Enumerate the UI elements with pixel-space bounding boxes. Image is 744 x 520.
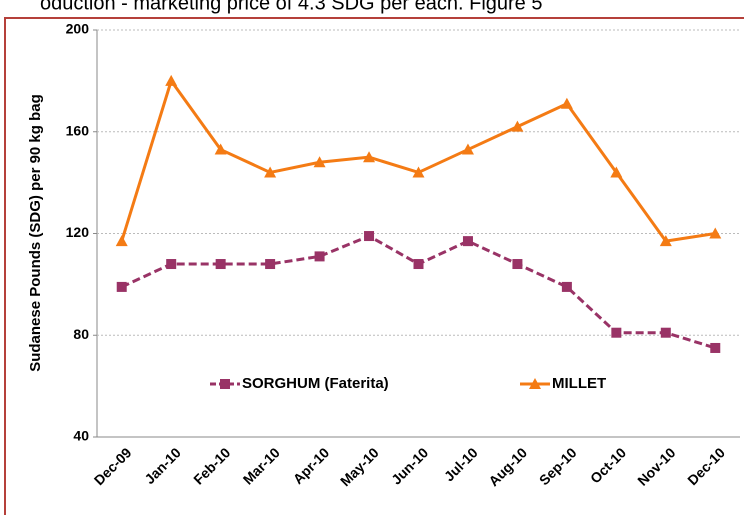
point	[461, 143, 474, 155]
x-tick-label: Sep-10	[536, 444, 580, 488]
point	[611, 327, 622, 338]
point	[166, 259, 177, 270]
series-line	[121, 234, 716, 350]
point	[413, 259, 424, 270]
point	[220, 379, 230, 389]
x-tick-label: May-10	[337, 444, 382, 489]
point	[313, 156, 326, 168]
y-tick-label: 200	[66, 21, 90, 37]
frame	[4, 17, 744, 520]
x-tick-label: Feb-10	[190, 444, 233, 487]
point	[264, 166, 277, 178]
x-tick-label: Mar-10	[240, 444, 283, 487]
point	[214, 143, 227, 155]
point	[511, 120, 524, 132]
point	[314, 251, 325, 262]
point	[710, 342, 721, 353]
x-tick-label: Dec-09	[91, 444, 135, 488]
point	[529, 378, 541, 389]
point	[512, 259, 523, 270]
x-tick-label: Jun-10	[388, 444, 431, 487]
point	[610, 166, 623, 178]
y-tick-label: 120	[66, 224, 90, 240]
x-tick-label: Apr-10	[290, 444, 333, 487]
point	[659, 235, 672, 247]
point	[560, 97, 573, 109]
y-tick-label: 160	[66, 122, 90, 138]
point	[709, 227, 722, 239]
point	[561, 281, 572, 292]
x-tick-label: Jan-10	[141, 444, 184, 487]
point	[363, 151, 376, 163]
legend-label: SORGHUM (Faterita)	[242, 375, 389, 392]
x-tick-label: Nov-10	[634, 444, 678, 488]
point	[364, 231, 375, 242]
x-tick-label: Oct-10	[587, 444, 629, 486]
caption: oduction - marketing price of 4.3 SDG pe…	[40, 0, 542, 14]
point	[116, 281, 127, 292]
point	[660, 327, 671, 338]
point	[412, 166, 425, 178]
point	[165, 74, 178, 86]
point	[215, 259, 226, 270]
y-tick-label: 40	[73, 428, 89, 444]
x-tick-label: Aug-10	[485, 444, 530, 489]
y-axis-label: Sudanese Pounds (SDG) per 90 kg bag	[27, 94, 44, 372]
point	[265, 259, 276, 270]
series-line	[120, 77, 716, 243]
legend-label: MILLET	[552, 375, 606, 392]
y-tick-label: 80	[73, 326, 89, 342]
x-tick-label: Jul-10	[441, 444, 481, 484]
point	[462, 236, 473, 247]
point	[115, 235, 128, 247]
x-tick-label: Dec-10	[684, 444, 728, 488]
